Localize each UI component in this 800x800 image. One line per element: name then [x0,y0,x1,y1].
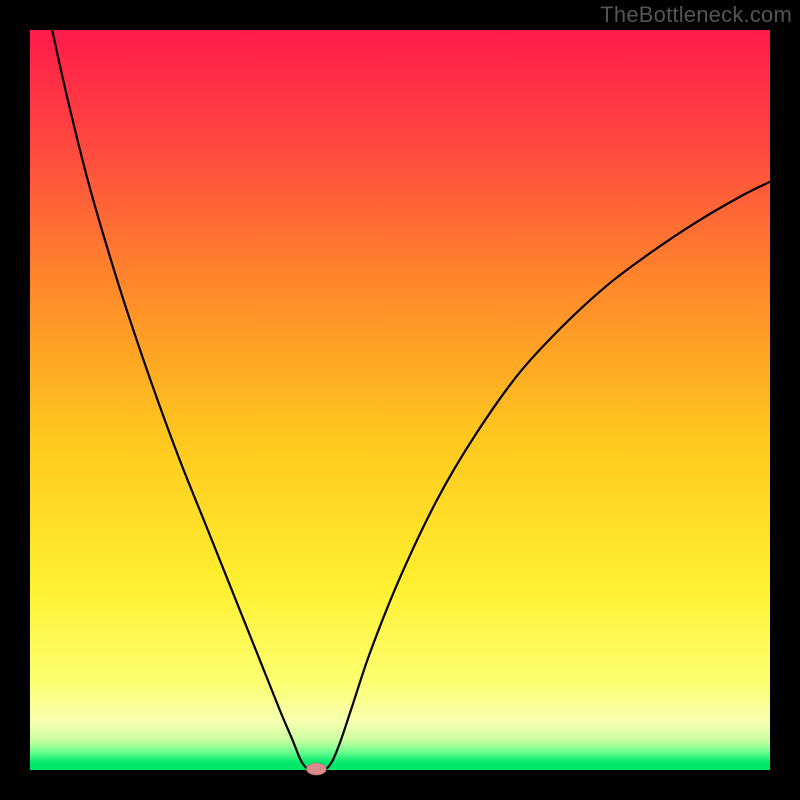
chart-container: TheBottleneck.com [0,0,800,800]
watermark-label: TheBottleneck.com [600,2,792,28]
chart-svg [0,0,800,800]
plot-background [30,30,770,770]
optimum-marker [306,763,326,775]
